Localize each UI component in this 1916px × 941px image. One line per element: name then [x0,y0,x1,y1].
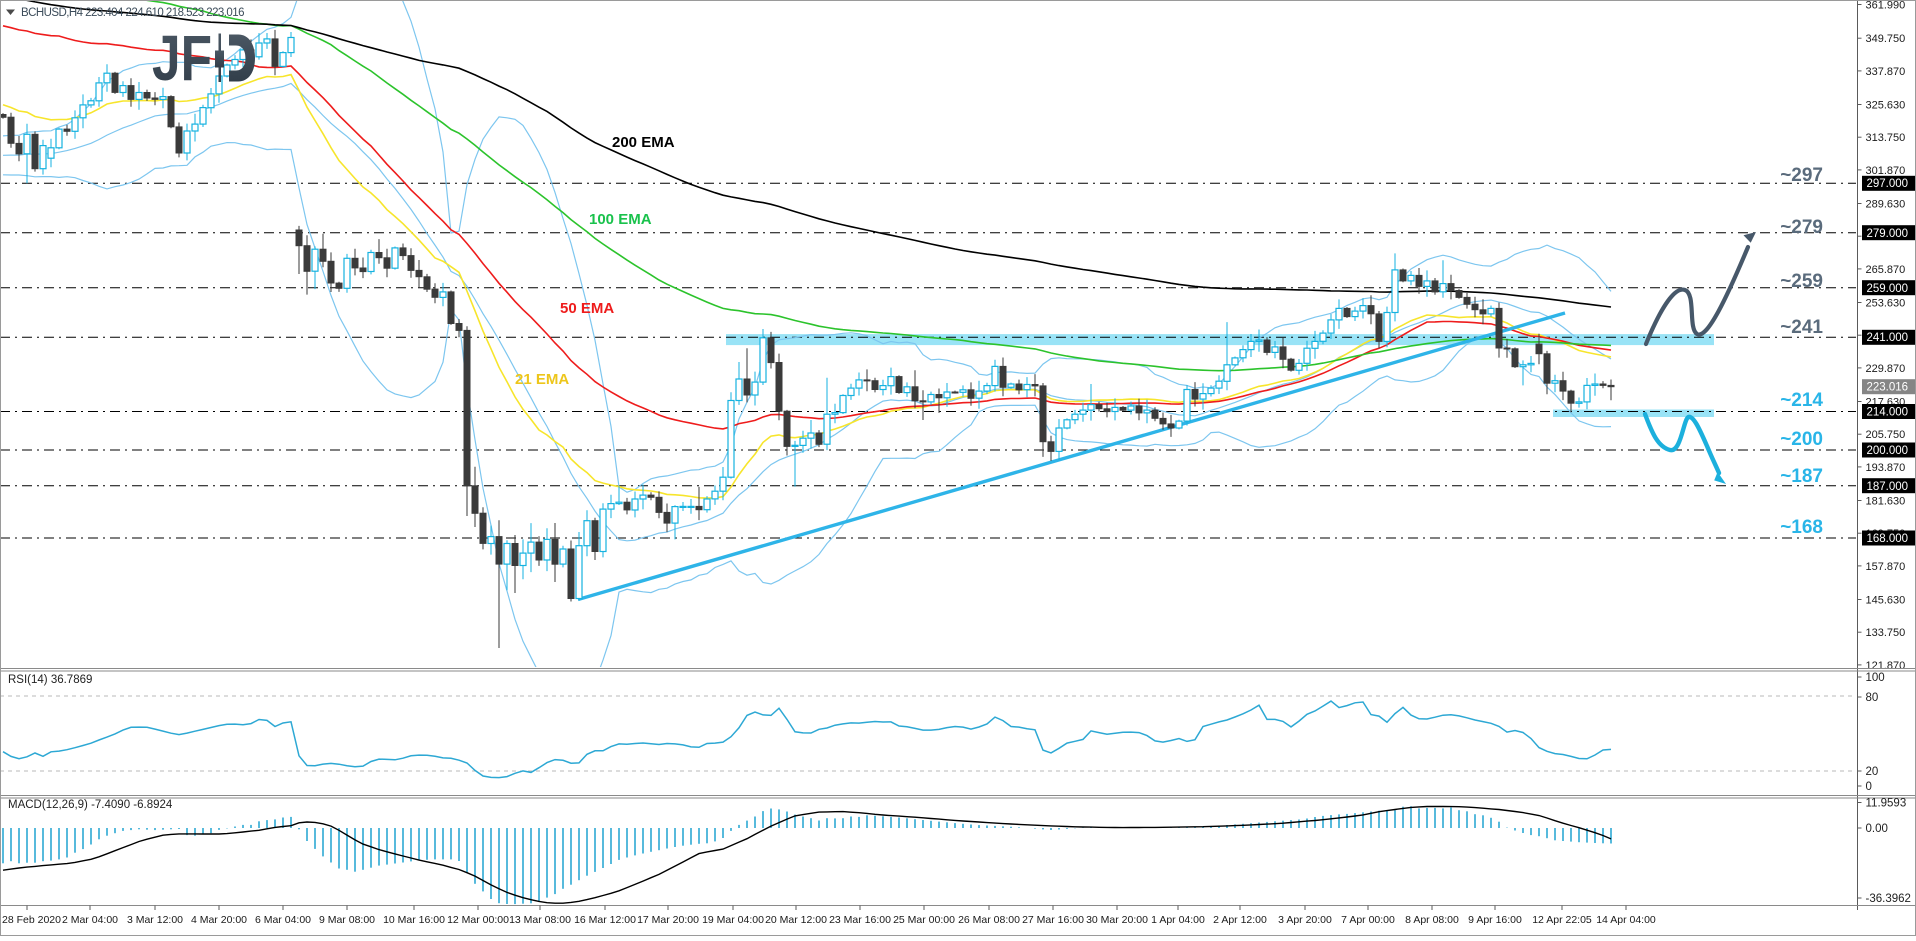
svg-text:0.00: 0.00 [1866,823,1888,835]
svg-text:27 Mar 16:00: 27 Mar 16:00 [1022,914,1084,926]
svg-text:200.000: 200.000 [1867,445,1909,457]
svg-text:193.870: 193.870 [1866,462,1906,474]
svg-text:2 Mar 04:00: 2 Mar 04:00 [62,914,118,926]
svg-text:297.000: 297.000 [1867,178,1909,190]
svg-text:4 Mar 20:00: 4 Mar 20:00 [191,914,247,926]
svg-text:20: 20 [1866,766,1879,778]
svg-text:20 Mar 12:00: 20 Mar 12:00 [765,914,827,926]
svg-text:26 Mar 08:00: 26 Mar 08:00 [958,914,1020,926]
svg-text:157.870: 157.870 [1866,561,1906,573]
svg-text:MACD(12,26,9) -7.4090 -6.8924: MACD(12,26,9) -7.4090 -6.8924 [8,799,173,811]
svg-text:~279: ~279 [1780,217,1823,238]
svg-text:80: 80 [1866,692,1879,704]
svg-text:325.630: 325.630 [1866,100,1906,112]
svg-text:3 Mar 12:00: 3 Mar 12:00 [127,914,183,926]
svg-text:19 Mar 04:00: 19 Mar 04:00 [702,914,764,926]
svg-text:~297: ~297 [1780,165,1823,186]
svg-text:200 EMA: 200 EMA [612,134,675,151]
svg-text:13 Mar 08:00: 13 Mar 08:00 [509,914,571,926]
svg-text:313.750: 313.750 [1866,132,1906,144]
svg-text:~241: ~241 [1780,317,1823,338]
svg-text:30 Mar 20:00: 30 Mar 20:00 [1086,914,1148,926]
svg-text:3 Apr 20:00: 3 Apr 20:00 [1278,914,1332,926]
svg-text:10 Mar 16:00: 10 Mar 16:00 [383,914,445,926]
svg-text:12 Mar 00:00: 12 Mar 00:00 [447,914,509,926]
svg-text:-36.3962: -36.3962 [1866,893,1911,905]
svg-text:~168: ~168 [1780,517,1823,538]
svg-text:7 Apr 00:00: 7 Apr 00:00 [1341,914,1395,926]
svg-text:25 Mar 00:00: 25 Mar 00:00 [893,914,955,926]
svg-text:11.9593: 11.9593 [1866,798,1907,810]
svg-text:12 Apr 22:05: 12 Apr 22:05 [1532,914,1592,926]
svg-text:~214: ~214 [1780,390,1823,411]
svg-text:349.750: 349.750 [1866,33,1906,45]
svg-text:~187: ~187 [1780,466,1823,487]
svg-text:253.630: 253.630 [1866,298,1906,310]
svg-text:241.000: 241.000 [1867,332,1909,344]
svg-text:JF: JF [152,22,212,94]
svg-text:~259: ~259 [1780,271,1823,292]
svg-text:181.630: 181.630 [1866,496,1906,508]
svg-text:28 Feb 2020: 28 Feb 2020 [2,914,61,926]
svg-text:187.000: 187.000 [1867,481,1909,493]
svg-text:2 Apr 12:00: 2 Apr 12:00 [1213,914,1267,926]
svg-text:100: 100 [1866,672,1885,684]
svg-text:229.870: 229.870 [1866,363,1906,375]
svg-text:121.870: 121.870 [1866,660,1906,672]
svg-text:214.000: 214.000 [1867,407,1909,419]
svg-text:RSI(14) 36.7869: RSI(14) 36.7869 [8,674,92,686]
svg-text:23 Mar 16:00: 23 Mar 16:00 [829,914,891,926]
svg-text:100 EMA: 100 EMA [589,211,652,228]
svg-text:259.000: 259.000 [1867,283,1909,295]
svg-text:17 Mar 20:00: 17 Mar 20:00 [637,914,699,926]
svg-text:133.750: 133.750 [1866,627,1906,639]
svg-text:361.990: 361.990 [1866,0,1906,12]
svg-text:BCHUSD,H4 223.404 224.610 218: BCHUSD,H4 223.404 224.610 218.523 223.01… [21,7,244,19]
svg-text:9 Apr 16:00: 9 Apr 16:00 [1468,914,1522,926]
svg-text:289.630: 289.630 [1866,199,1906,211]
svg-text:168.000: 168.000 [1867,533,1909,545]
svg-text:50 EMA: 50 EMA [560,300,614,317]
svg-text:16 Mar 12:00: 16 Mar 12:00 [574,914,636,926]
svg-text:145.630: 145.630 [1866,595,1906,607]
svg-text:223.016: 223.016 [1867,382,1909,394]
svg-text:265.870: 265.870 [1866,264,1906,276]
svg-text:1 Apr 04:00: 1 Apr 04:00 [1151,914,1205,926]
svg-text:6 Mar 04:00: 6 Mar 04:00 [255,914,311,926]
svg-text:9 Mar 08:00: 9 Mar 08:00 [319,914,375,926]
svg-text:279.000: 279.000 [1867,228,1909,240]
svg-text:8 Apr 08:00: 8 Apr 08:00 [1405,914,1459,926]
svg-text:301.870: 301.870 [1866,165,1906,177]
svg-text:~200: ~200 [1780,429,1823,450]
svg-text:21 EMA: 21 EMA [515,371,569,388]
svg-text:0: 0 [1866,781,1872,793]
svg-text:337.870: 337.870 [1866,66,1906,78]
svg-text:205.750: 205.750 [1866,429,1906,441]
svg-text:14 Apr 04:00: 14 Apr 04:00 [1596,914,1656,926]
